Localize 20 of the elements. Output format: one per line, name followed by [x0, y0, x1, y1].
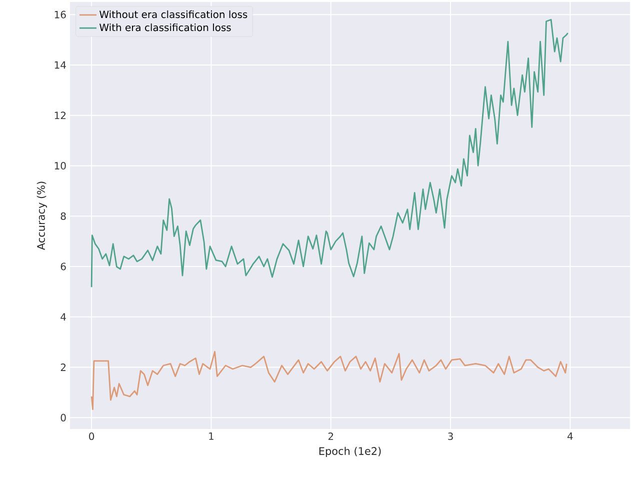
legend-label: With era classification loss: [100, 23, 231, 32]
y-tick-label: 2: [60, 364, 66, 371]
x-tick-label: 2: [328, 432, 334, 440]
line-series: [90, 350, 568, 410]
y-tick-label: 6: [60, 262, 66, 270]
y-axis-title: Accuracy (%): [36, 182, 47, 250]
y-tick-label: 12: [54, 112, 66, 120]
legend-label: Without era classification loss: [100, 10, 248, 18]
x-axis-title: Epoch (1e2): [319, 446, 381, 457]
y-tick-label: 0: [60, 414, 66, 422]
y-tick-label: 10: [54, 162, 66, 170]
y-tick-label: 8: [60, 212, 66, 220]
x-tick-label: 4: [567, 432, 573, 440]
line-series: [90, 18, 568, 288]
y-tick-label: 16: [54, 10, 66, 18]
x-tick-label: 1: [209, 432, 214, 440]
x-tick-label: 3: [448, 432, 453, 440]
x-tick-label: 0: [89, 432, 94, 440]
y-tick-label: 14: [54, 61, 66, 69]
y-tick-label: 4: [60, 313, 66, 321]
